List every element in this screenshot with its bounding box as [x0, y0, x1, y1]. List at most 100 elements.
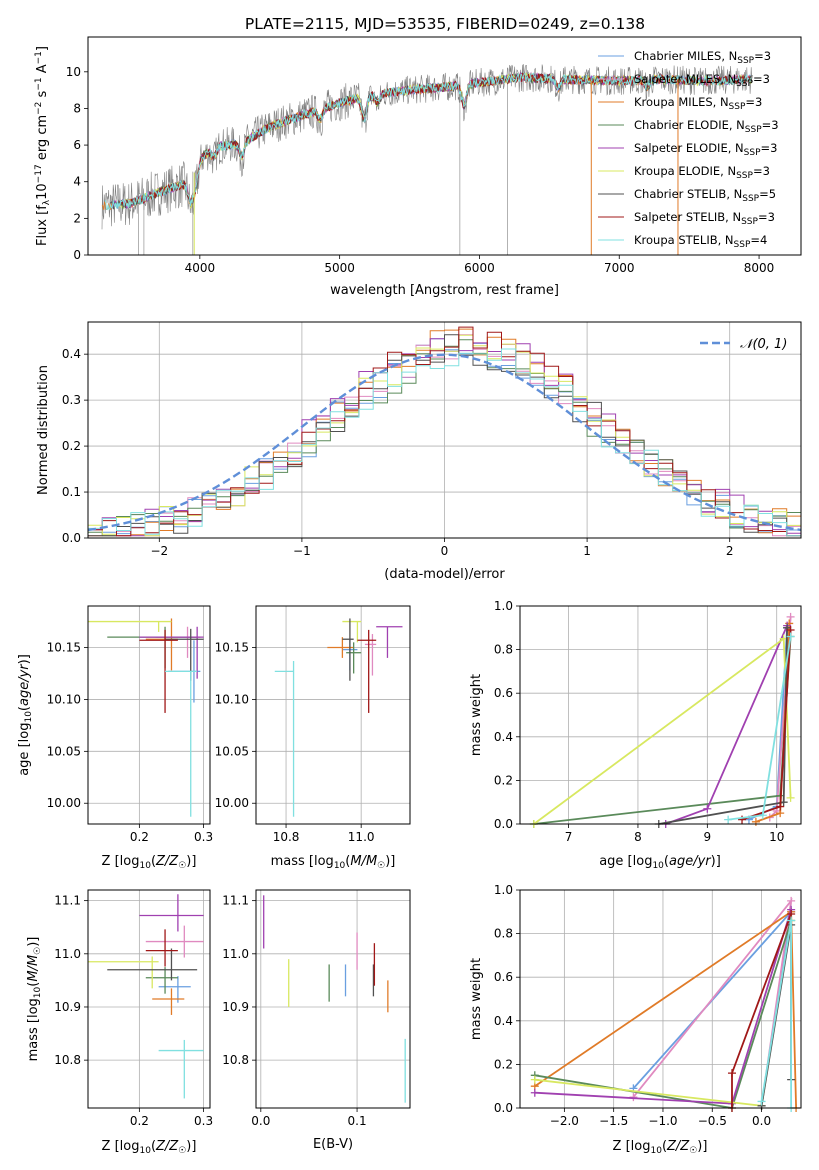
weight-marker — [786, 612, 795, 621]
y-axis-label: mass weight — [469, 958, 484, 1040]
y-tick-label: 2 — [73, 211, 81, 225]
y-tick-label: 10.05 — [47, 744, 81, 758]
legend-label: Salpeter STELIB, NSSP=3 — [634, 210, 775, 227]
y-tick-label: 0.0 — [494, 817, 513, 831]
errorbar-point — [158, 976, 191, 1003]
weight-marker — [776, 802, 785, 811]
axes-frame — [87, 36, 802, 256]
errorbar-point — [274, 661, 295, 817]
y-axis-label: age [log10(age/yr)] — [17, 654, 34, 776]
y-tick-label: 11.1 — [54, 894, 81, 908]
spectrum-lines — [101, 64, 753, 255]
axes-frame — [87, 605, 211, 825]
legend-label: Chabrier MILES, NSSP=3 — [634, 49, 771, 66]
errorbar-point — [357, 629, 377, 713]
x-tick-label: 9 — [704, 830, 712, 844]
weight-marker — [751, 817, 760, 826]
errorbar-point — [107, 948, 198, 981]
y-axis-label: Normed distribution — [36, 365, 51, 495]
x-axis-label: mass [log10(M/M☉)] — [271, 854, 396, 871]
x-tick-label: 0.3 — [194, 1114, 213, 1128]
x-tick-label: 6000 — [464, 261, 495, 275]
axes-frame — [255, 889, 411, 1109]
weight-vs-age-panel: 7 8 9 10 0.0 0.2 0.4 0.6 0.8 1.0 age [log10(age/yr… — [469, 599, 802, 871]
x-tick-label: 5000 — [324, 261, 355, 275]
y-tick-label: 10.9 — [54, 1000, 81, 1014]
weight-vs-metallicity-panel: −2.0 −1.5 −1.0 −0.5 0.0 0.0 0.2 0.4 0.6 0.8 1.0 Z [… — [469, 883, 802, 1156]
legend-label: 𝒩(0, 1) — [740, 337, 787, 352]
age-vs-metallicity-panel: 0.2 0.3 10.00 10.05 10.10 10.15 Z [log10(Z/Z☉)… — [17, 605, 213, 871]
y-tick-label: 0.2 — [62, 439, 81, 453]
y-tick-label: 10.8 — [54, 1053, 81, 1067]
y-axis-label: mass [log10(M/M☉)] — [26, 937, 43, 1062]
gaussian-curve — [88, 353, 801, 532]
x-tick-label: −2 — [150, 544, 168, 558]
legend-label: Chabrier ELODIE, NSSP=3 — [634, 118, 779, 135]
weight-marker — [757, 1097, 766, 1106]
weight-series-line — [665, 625, 788, 825]
errorbar-point — [346, 642, 362, 674]
x-tick-label: 4000 — [185, 261, 216, 275]
weight-series-line — [534, 910, 797, 1109]
y-tick-label: 10.15 — [47, 641, 81, 655]
weight-marker — [629, 1093, 638, 1102]
x-tick-label: −2.0 — [550, 1114, 579, 1128]
y-tick-label: 0.2 — [494, 1057, 513, 1071]
x-tick-label: −0.5 — [698, 1114, 727, 1128]
y-tick-label: 10.00 — [47, 796, 81, 810]
x-tick-label: 2 — [726, 544, 734, 558]
weight-marker — [787, 916, 796, 925]
y-tick-label: 0 — [73, 248, 81, 262]
y-tick-label: 0.8 — [494, 643, 513, 657]
y-tick-label: 4 — [73, 175, 81, 189]
errorbar-point — [165, 670, 198, 817]
legend-label: Kroupa ELODIE, NSSP=3 — [634, 164, 770, 181]
x-tick-label: 1 — [583, 544, 591, 558]
y-tick-label: 11.0 — [54, 947, 81, 961]
errorbar-points — [88, 618, 204, 817]
errorbar-point — [145, 618, 178, 671]
age-vs-mass-panel: 10.8 11.0 10.00 10.05 10.10 10.15 mass [log10(… — [215, 605, 411, 871]
weight-marker — [786, 793, 795, 802]
y-tick-label: 1.0 — [494, 883, 513, 897]
y-tick-label: 0.1 — [62, 485, 81, 499]
y-tick-label: 0.4 — [62, 347, 81, 361]
x-axis-label: age [log10(age/yr)] — [599, 854, 721, 871]
axes-frame — [87, 889, 211, 1109]
errorbar-point — [342, 618, 354, 681]
x-tick-label: 0.2 — [130, 830, 149, 844]
errorbar-point — [145, 929, 178, 967]
weight-lines — [529, 612, 795, 828]
errorbar-point — [152, 988, 185, 1015]
x-tick-label: 11.0 — [348, 830, 375, 844]
histogram-bars — [88, 326, 801, 537]
x-tick-label: 10.8 — [273, 830, 300, 844]
x-axis-label: wavelength [Angstrom, rest frame] — [330, 283, 559, 298]
errorbar-points — [274, 618, 403, 817]
y-tick-label: 11.1 — [222, 894, 249, 908]
x-axis-label: Z [log10(Z/Z☉)] — [613, 1139, 708, 1156]
figure-title: PLATE=2115, MJD=53535, FIBERID=0249, z=0… — [245, 15, 645, 33]
y-tick-label: 0.3 — [62, 393, 81, 407]
errorbar-point — [145, 967, 178, 994]
y-tick-label: 0.0 — [62, 531, 81, 545]
x-tick-label: 0.0 — [251, 1114, 270, 1128]
errorbar-point — [145, 925, 204, 958]
y-tick-label: 1.0 — [494, 599, 513, 613]
x-tick-label: 8000 — [744, 261, 775, 275]
x-tick-label: 7 — [565, 830, 573, 844]
weight-marker — [786, 632, 795, 641]
x-axis-label: Z [log10(Z/Z☉)] — [102, 854, 197, 871]
y-tick-label: 10.10 — [47, 692, 81, 706]
y-tick-label: 10.9 — [222, 1000, 249, 1014]
y-tick-label: 10.10 — [215, 692, 249, 706]
y-axis-label: Flux [fλ10−17 erg cm−2 s−1 A−1] — [34, 46, 52, 246]
axes-frame — [519, 889, 802, 1109]
x-tick-label: 0.3 — [194, 830, 213, 844]
legend-label: Chabrier STELIB, NSSP=5 — [634, 187, 776, 204]
x-axis-label: Z [log10(Z/Z☉)] — [102, 1139, 197, 1156]
weight-marker — [530, 1075, 539, 1084]
y-tick-label: 10 — [66, 65, 81, 79]
x-tick-label: 0.0 — [752, 1114, 771, 1128]
errorbar-point — [376, 626, 403, 658]
